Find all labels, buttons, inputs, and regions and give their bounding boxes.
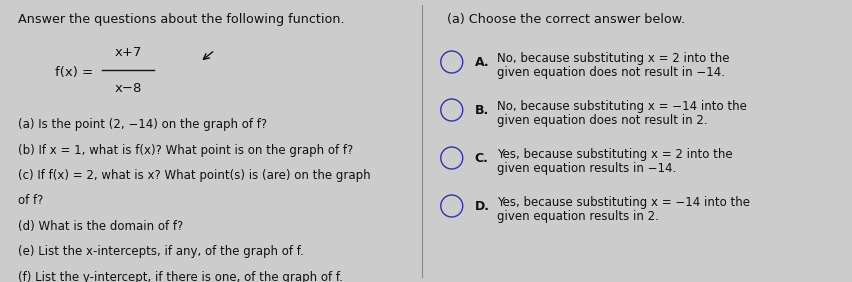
Text: f(x) =: f(x) =: [55, 65, 93, 78]
Text: (b) If x = 1, what is f(x)? What point is on the graph of f?: (b) If x = 1, what is f(x)? What point i…: [18, 144, 354, 157]
Text: B.: B.: [475, 103, 489, 116]
Text: C.: C.: [475, 151, 488, 164]
Text: of f?: of f?: [18, 195, 43, 208]
Text: A.: A.: [475, 56, 489, 69]
Text: (a) Choose the correct answer below.: (a) Choose the correct answer below.: [446, 13, 685, 26]
Text: (c) If f(x) = 2, what is x? What point(s) is (are) on the graph: (c) If f(x) = 2, what is x? What point(s…: [18, 169, 371, 182]
Text: x−8: x−8: [114, 81, 141, 94]
Text: given equation results in 2.: given equation results in 2.: [497, 210, 659, 223]
Text: given equation does not result in 2.: given equation does not result in 2.: [497, 114, 707, 127]
Text: (d) What is the domain of f?: (d) What is the domain of f?: [18, 220, 183, 233]
Text: Yes, because substituting x = 2 into the: Yes, because substituting x = 2 into the: [497, 148, 733, 161]
Text: given equation does not result in −14.: given equation does not result in −14.: [497, 66, 725, 79]
Text: (a) Is the point (2, −14) on the graph of f?: (a) Is the point (2, −14) on the graph o…: [18, 118, 268, 131]
Text: x+7: x+7: [114, 45, 141, 58]
Text: (e) List the x-intercepts, if any, of the graph of f.: (e) List the x-intercepts, if any, of th…: [18, 246, 304, 259]
Text: No, because substituting x = −14 into the: No, because substituting x = −14 into th…: [497, 100, 746, 113]
Text: No, because substituting x = 2 into the: No, because substituting x = 2 into the: [497, 52, 729, 65]
Text: given equation results in −14.: given equation results in −14.: [497, 162, 676, 175]
Text: (f) List the y-intercept, if there is one, of the graph of f.: (f) List the y-intercept, if there is on…: [18, 271, 343, 282]
Text: D.: D.: [475, 199, 490, 213]
Text: Yes, because substituting x = −14 into the: Yes, because substituting x = −14 into t…: [497, 196, 750, 209]
Text: Answer the questions about the following function.: Answer the questions about the following…: [18, 13, 344, 26]
